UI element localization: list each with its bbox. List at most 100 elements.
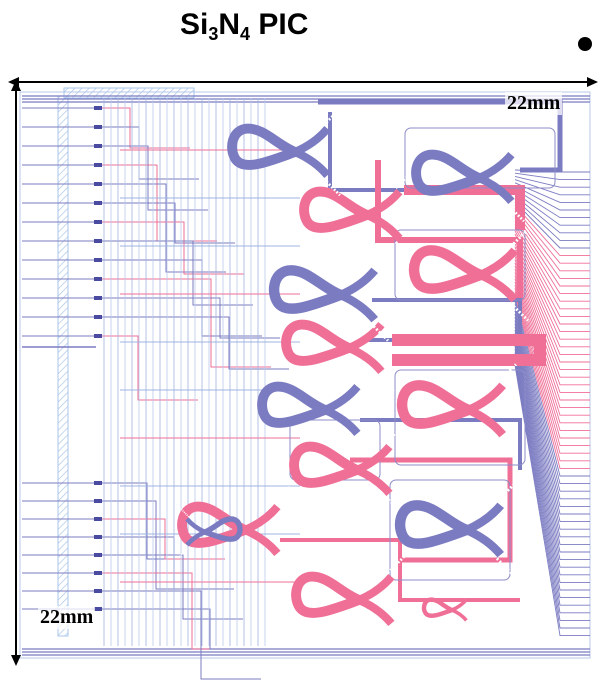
resonator-loop (289, 441, 362, 488)
zone-box (394, 229, 526, 301)
port-pad (94, 334, 102, 338)
blue-waveguide-layer (179, 107, 525, 577)
zone-box (389, 479, 511, 581)
fanout-line (514, 182, 590, 203)
pink-waveguide-layer (177, 170, 530, 645)
trench-top-band (63, 87, 195, 99)
resonator-coupler-top (293, 125, 331, 156)
resonator-coupler-top (478, 247, 518, 279)
fanout-line (514, 253, 590, 371)
resonator-loop (227, 123, 300, 170)
fanout-line (514, 345, 590, 591)
fanout-line (514, 195, 590, 234)
bus-waveguide (392, 334, 546, 366)
resonator-coupler-top (347, 321, 385, 352)
fanout-line (514, 185, 590, 211)
resonator-coupler-bottom (293, 148, 331, 179)
zone-box (404, 127, 556, 189)
fanout-line (514, 188, 590, 219)
resonator-coupler-top (243, 503, 281, 534)
resonator-coupler-bottom (347, 344, 385, 375)
fanout-line (514, 269, 590, 409)
resonator-coupler-bottom (478, 271, 518, 303)
resonator-coupler-bottom (451, 608, 468, 622)
fanout-line (514, 275, 590, 424)
pink-resonator (177, 485, 291, 575)
fanout-line (514, 310, 590, 507)
fanout-line (514, 355, 590, 614)
port-pad (94, 589, 102, 593)
routing-waveguide (102, 316, 289, 370)
height-dimension-label: 22mm (38, 606, 96, 629)
fanout-line (514, 304, 590, 492)
taper-mark (384, 425, 403, 515)
title-pic: PIC (250, 8, 309, 41)
chip-title: Si3N4 PIC (180, 8, 308, 45)
arrow-head (11, 80, 21, 91)
title-sub-4: 4 (240, 24, 251, 44)
fanout-line (514, 333, 590, 561)
fanout-line (514, 240, 590, 340)
fanout-line (514, 172, 590, 181)
fanout-line (514, 179, 590, 196)
resonator-loop (257, 381, 330, 428)
title-n: N (218, 8, 241, 41)
fanout-line (514, 294, 590, 469)
bus-waveguide (375, 160, 523, 300)
fanout-line (514, 361, 590, 629)
resonator-loop (411, 149, 484, 196)
routing-waveguide (102, 590, 261, 680)
fanout-line (514, 307, 590, 500)
bus-waveguide (280, 538, 520, 602)
fanout-line (514, 214, 590, 279)
blue-resonator (268, 248, 390, 342)
title-si: Si (180, 8, 209, 41)
pink-resonator (396, 363, 518, 457)
resonator-loop (281, 319, 354, 366)
resonator-coupler-top (357, 573, 395, 604)
resonator-loop (299, 186, 372, 233)
fanout-line (514, 256, 590, 378)
resonator-coupler-top (365, 188, 403, 219)
port-pad (94, 553, 102, 557)
port-pad (94, 481, 102, 485)
fanout-line (514, 233, 590, 325)
fanout-line (514, 291, 590, 462)
resonator-coupler-top (477, 151, 515, 182)
port-pad (94, 144, 102, 148)
fanout-line (514, 230, 590, 317)
fanout-line (514, 220, 590, 295)
resonator-coupler-bottom (365, 211, 403, 242)
resonator-loop (421, 597, 455, 618)
pink-resonator (289, 425, 403, 515)
fanout-line (514, 175, 590, 188)
fanout-line (514, 259, 590, 386)
routing-waveguide (102, 202, 235, 244)
routing-waveguide (102, 278, 271, 368)
resonator-coupler-bottom (243, 526, 281, 557)
fanout-line (514, 320, 590, 530)
resonator-coupler-bottom (355, 466, 393, 497)
port-pad (94, 201, 102, 205)
port-pad (94, 499, 102, 503)
resonator-loop (268, 265, 346, 314)
resonator-loop (202, 516, 243, 542)
fanout-line (514, 198, 590, 241)
fanout-line (514, 313, 590, 515)
port-pad (94, 277, 102, 281)
width-dimension-label: 22mm (505, 92, 563, 115)
fanout-line (514, 201, 590, 249)
routing-waveguide (102, 335, 198, 401)
port-pad (94, 258, 102, 262)
taper-mark (322, 107, 341, 197)
pink-resonator (408, 228, 530, 322)
fanout-line (514, 352, 590, 606)
blue-resonator (227, 107, 341, 197)
taper-mark (369, 248, 390, 342)
resonator-loop (394, 500, 472, 549)
routing-waveguide (102, 572, 252, 650)
fanout-line (514, 336, 590, 568)
resonator-loop (396, 380, 474, 429)
blue-resonator (394, 483, 516, 577)
